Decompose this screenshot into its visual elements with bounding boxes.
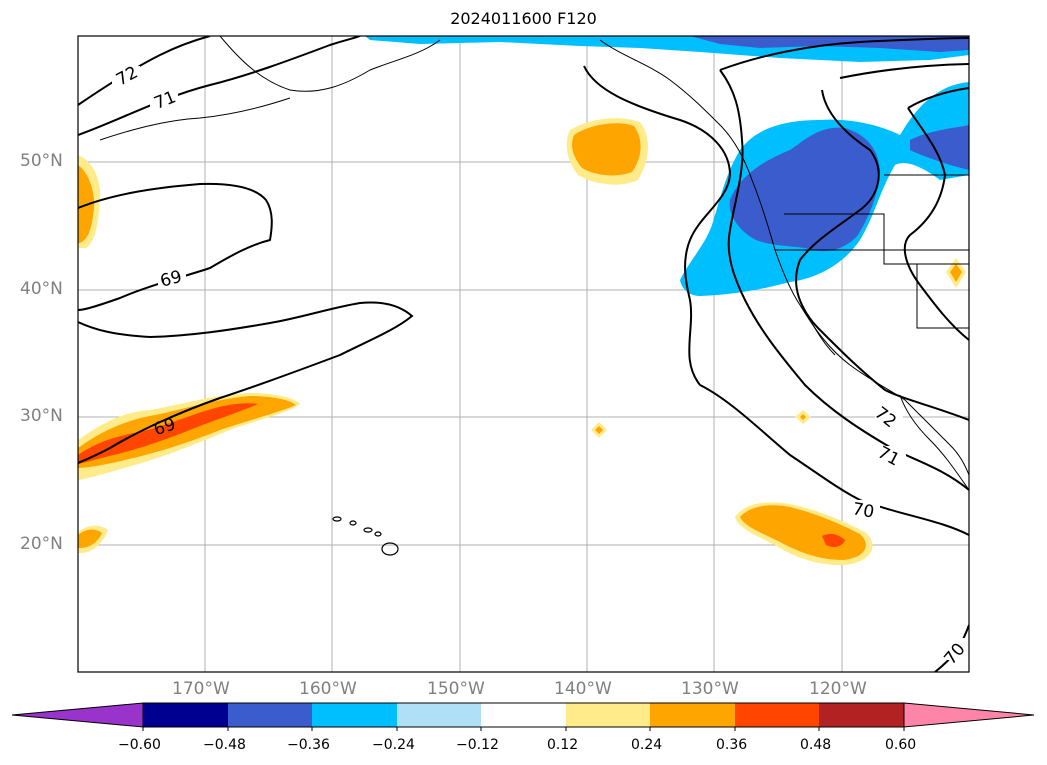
- lat-label: 20°N: [20, 534, 63, 554]
- colorbar-tick-label: 0.48: [800, 737, 832, 753]
- colorbar-swatch: [143, 703, 228, 727]
- colorbar-swatch: [312, 703, 397, 727]
- map-title: 2024011600 F120: [450, 9, 597, 28]
- lat-label: 30°N: [20, 406, 63, 426]
- colorbar-tick-label: 0.60: [885, 737, 917, 753]
- contour-label: 72: [871, 403, 900, 432]
- colorbar-tick-label: −0.24: [372, 737, 415, 753]
- colorbar-swatch: [228, 703, 312, 727]
- colorbar-extend-min: [11, 702, 144, 728]
- colorbar-tick-label: −0.12: [456, 737, 499, 753]
- positive-anomaly-areas: [78, 118, 966, 566]
- map-frame: [77, 35, 970, 673]
- colorbar-swatch: [735, 703, 819, 727]
- colorbar-tick-label: −0.60: [118, 737, 161, 753]
- lon-label: 140°W: [554, 679, 612, 699]
- colorbar-swatch: [650, 703, 735, 727]
- colorbar-tick-label: 0.12: [547, 737, 579, 753]
- hawaiian-islands: [332, 516, 399, 556]
- lat-label: 40°N: [20, 279, 63, 299]
- colorbar-swatch: [819, 703, 904, 727]
- colorbar-swatch: [481, 703, 566, 727]
- lon-label: 170°W: [172, 679, 230, 699]
- colorbar-tick-label: −0.36: [287, 737, 330, 753]
- colorbar-swatch: [397, 703, 481, 727]
- lat-label: 50°N: [20, 151, 63, 171]
- colorbar-extend-max: [903, 702, 1035, 728]
- colorbar-tick-label: 0.24: [631, 737, 663, 753]
- colorbar: [11, 702, 1035, 731]
- lon-label: 130°W: [681, 679, 739, 699]
- colorbar-swatch: [566, 703, 650, 727]
- contour-label: 70: [851, 499, 876, 522]
- lon-label: 160°W: [299, 679, 357, 699]
- coastlines: [99, 36, 969, 491]
- colorbar-tick-label: 0.36: [716, 737, 748, 753]
- map-plot-area: [78, 36, 969, 672]
- lon-label: 120°W: [809, 679, 867, 699]
- lon-label: 150°W: [427, 679, 485, 699]
- colorbar-tick-label: −0.48: [203, 737, 246, 753]
